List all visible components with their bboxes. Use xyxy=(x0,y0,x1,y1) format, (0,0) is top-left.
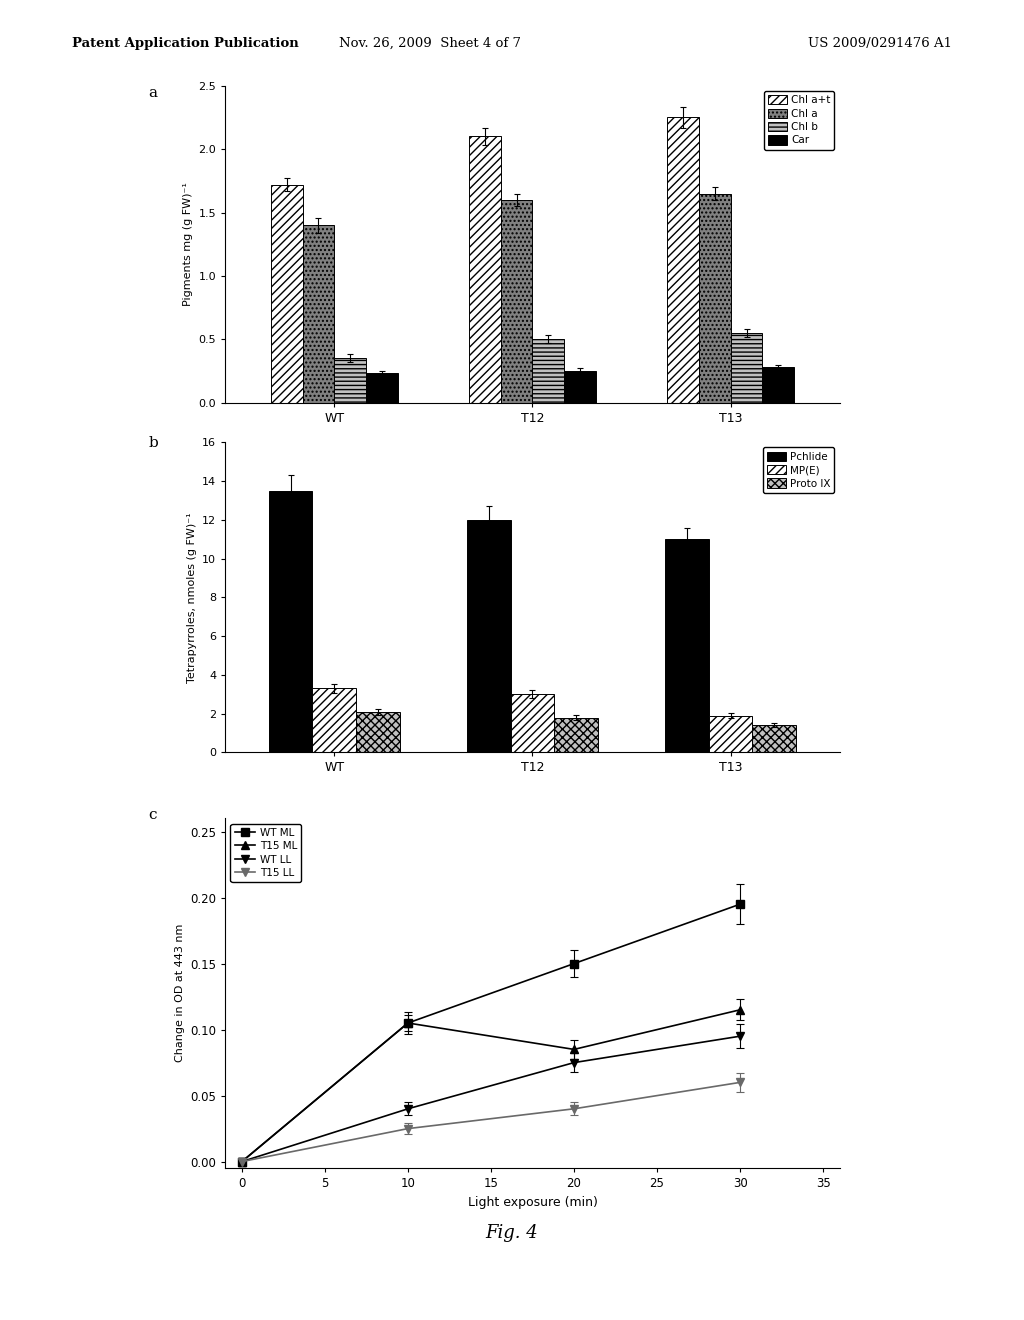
Y-axis label: Pigments mg (g FW)⁻¹: Pigments mg (g FW)⁻¹ xyxy=(183,182,193,306)
Bar xyxy=(666,539,709,752)
Text: Nov. 26, 2009  Sheet 4 of 7: Nov. 26, 2009 Sheet 4 of 7 xyxy=(339,37,521,50)
Bar xyxy=(731,333,763,403)
Text: b: b xyxy=(148,436,159,450)
Legend: WT ML, T15 ML, WT LL, T15 LL: WT ML, T15 ML, WT LL, T15 LL xyxy=(230,824,301,882)
Text: a: a xyxy=(148,86,158,100)
Bar xyxy=(269,491,312,752)
Text: US 2009/0291476 A1: US 2009/0291476 A1 xyxy=(808,37,952,50)
Bar xyxy=(554,718,598,752)
Bar xyxy=(271,185,302,403)
Bar xyxy=(302,226,334,403)
Bar xyxy=(668,117,699,403)
X-axis label: Light exposure (min): Light exposure (min) xyxy=(468,1196,597,1209)
Bar xyxy=(467,520,511,752)
Bar xyxy=(699,194,731,403)
Bar xyxy=(334,358,366,403)
Y-axis label: Tetrapyrroles, nmoles (g FW)⁻¹: Tetrapyrroles, nmoles (g FW)⁻¹ xyxy=(186,512,197,682)
Bar xyxy=(564,371,596,403)
Legend: Chl a+t, Chl a, Chl b, Car: Chl a+t, Chl a, Chl b, Car xyxy=(764,91,835,149)
Bar xyxy=(511,694,554,752)
Text: Fig. 4: Fig. 4 xyxy=(485,1224,539,1242)
Legend: Pchlide, MP(E), Proto IX: Pchlide, MP(E), Proto IX xyxy=(763,447,835,492)
Text: Patent Application Publication: Patent Application Publication xyxy=(72,37,298,50)
Text: c: c xyxy=(148,808,157,822)
Bar xyxy=(366,374,397,403)
Y-axis label: Change in OD at 443 nm: Change in OD at 443 nm xyxy=(175,924,184,1063)
Bar xyxy=(356,711,399,752)
Bar xyxy=(753,725,796,752)
Bar xyxy=(469,136,501,403)
Bar xyxy=(501,199,532,403)
Bar xyxy=(312,689,356,752)
Bar xyxy=(532,339,564,403)
Bar xyxy=(763,367,794,403)
Bar xyxy=(709,715,753,752)
